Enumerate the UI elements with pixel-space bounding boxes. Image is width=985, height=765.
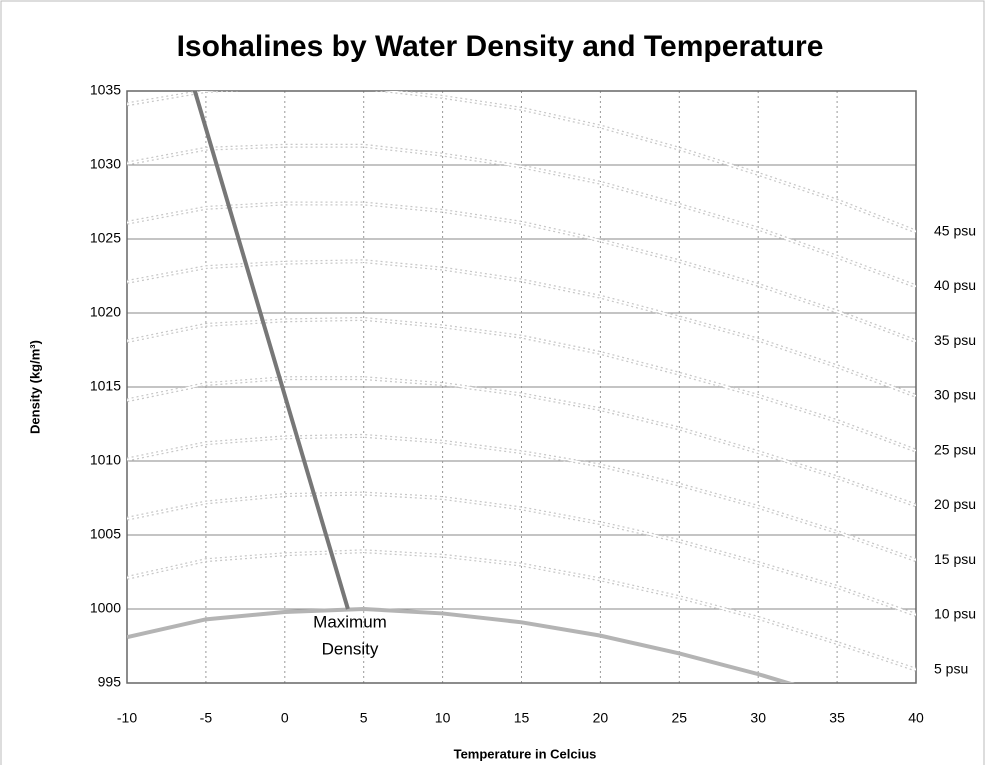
y-tick-label: 1015 [90,378,121,394]
legend-label: 30 psu [934,387,976,403]
x-tick-label: 5 [360,710,368,726]
x-tick-label: -10 [117,710,137,726]
legend-label: 40 psu [934,277,976,293]
plot-frame [126,90,917,684]
legend-label: 45 psu [934,222,976,238]
x-tick-label: 20 [593,710,609,726]
isohaline-core [127,377,916,507]
legend-label: 15 psu [934,551,976,567]
max-density-line [192,91,350,610]
x-tick-label: 40 [908,710,924,726]
y-axis-label: Density (kg/m³) [27,340,42,434]
isohaline-core [127,318,916,452]
x-tick-label: 25 [672,710,688,726]
isohaline-core [127,435,916,561]
series-group [127,91,916,683]
x-tick-label: 0 [281,710,289,726]
y-tick-label: 1030 [90,156,121,172]
isohaline-core [127,145,916,288]
isohaline-core [127,202,916,342]
legend-label: 20 psu [934,496,976,512]
legend-label: 35 psu [934,332,976,348]
y-tick-label: 1025 [90,230,121,246]
y-tick-label: 995 [98,674,122,690]
chart-title: Isohalines by Water Density and Temperat… [177,30,824,63]
isohaline-core [127,550,916,671]
x-tick-label: 35 [829,710,845,726]
freshwater-line [127,606,795,683]
legend-label: 5 psu [934,660,968,676]
legend-label: 25 psu [934,441,976,457]
y-tick-label: 1035 [90,82,121,98]
x-tick-label: 10 [435,710,451,726]
annotation: Maximum [313,612,387,631]
x-tick-label: 15 [514,710,530,726]
isohaline-core [127,492,916,616]
x-tick-label: -5 [200,710,213,726]
y-tick-label: 1005 [90,526,121,542]
x-tick-label: 30 [750,710,766,726]
isohaline-core [127,91,916,233]
y-tick-label: 1000 [90,600,121,616]
legend-label: 10 psu [934,606,976,622]
y-tick-label: 1020 [90,304,121,320]
annotation: Density [322,639,379,658]
isohaline-core [127,260,916,397]
y-tick-label: 1010 [90,452,121,468]
x-axis-label: Temperature in Celcius [454,746,597,761]
